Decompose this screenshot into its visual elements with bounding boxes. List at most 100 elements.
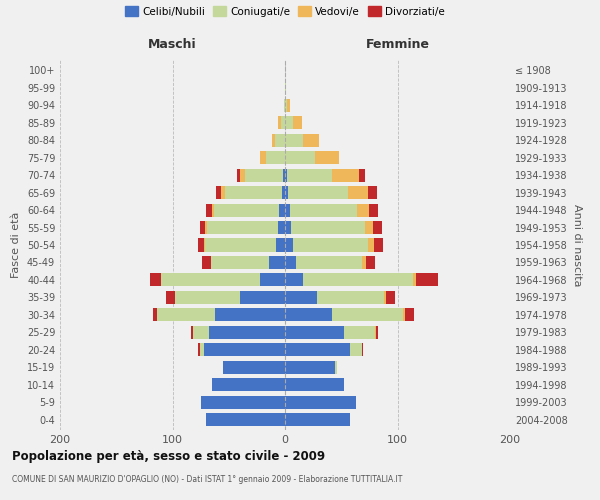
Bar: [285, 256, 296, 269]
Bar: [290, 221, 365, 234]
Bar: [161, 274, 260, 286]
Bar: [199, 221, 205, 234]
Text: COMUNE DI SAN MAURIZIO D'OPAGLIO (NO) - Dati ISTAT 1° gennaio 2009 - Elaborazion: COMUNE DI SAN MAURIZIO D'OPAGLIO (NO) - …: [12, 475, 403, 484]
Bar: [384, 291, 386, 304]
Bar: [209, 326, 285, 339]
Bar: [365, 221, 373, 234]
Bar: [413, 274, 415, 286]
Text: Popolazione per età, sesso e stato civile - 2009: Popolazione per età, sesso e stato civil…: [12, 450, 325, 463]
Bar: [285, 151, 316, 164]
Bar: [285, 238, 293, 252]
Bar: [269, 256, 285, 269]
Bar: [374, 238, 383, 252]
Bar: [211, 256, 269, 269]
Bar: [375, 326, 376, 339]
Bar: [200, 396, 285, 408]
Bar: [285, 360, 335, 374]
Bar: [335, 360, 337, 374]
Bar: [332, 308, 403, 322]
Bar: [285, 343, 350, 356]
Bar: [221, 186, 226, 199]
Bar: [287, 168, 332, 181]
Bar: [285, 308, 332, 322]
Bar: [280, 204, 285, 216]
Bar: [276, 238, 285, 252]
Bar: [212, 204, 214, 216]
Bar: [215, 308, 285, 322]
Legend: Celibi/Nubili, Coniugati/e, Vedovi/e, Divorziati/e: Celibi/Nubili, Coniugati/e, Vedovi/e, Di…: [121, 2, 449, 21]
Bar: [366, 256, 375, 269]
Bar: [204, 343, 285, 356]
Bar: [281, 186, 285, 199]
Bar: [293, 116, 302, 130]
Bar: [303, 274, 413, 286]
Bar: [223, 360, 285, 374]
Bar: [281, 116, 285, 130]
Bar: [205, 238, 276, 252]
Bar: [376, 326, 379, 339]
Bar: [368, 238, 374, 252]
Bar: [361, 256, 366, 269]
Bar: [361, 343, 362, 356]
Bar: [214, 204, 280, 216]
Bar: [332, 168, 359, 181]
Bar: [285, 168, 287, 181]
Bar: [285, 326, 343, 339]
Bar: [217, 186, 221, 199]
Bar: [285, 291, 317, 304]
Bar: [240, 168, 245, 181]
Bar: [285, 116, 293, 130]
Bar: [348, 186, 368, 199]
Bar: [193, 326, 209, 339]
Bar: [212, 378, 285, 391]
Bar: [293, 238, 368, 252]
Bar: [343, 326, 375, 339]
Bar: [285, 134, 303, 147]
Bar: [285, 413, 350, 426]
Bar: [202, 256, 211, 269]
Text: Femmine: Femmine: [365, 38, 430, 52]
Bar: [204, 238, 205, 252]
Bar: [275, 134, 285, 147]
Bar: [157, 308, 215, 322]
Bar: [350, 343, 361, 356]
Bar: [285, 396, 356, 408]
Bar: [403, 308, 406, 322]
Bar: [266, 151, 285, 164]
Bar: [317, 291, 384, 304]
Y-axis label: Fasce di età: Fasce di età: [11, 212, 21, 278]
Bar: [285, 378, 343, 391]
Bar: [226, 186, 281, 199]
Bar: [206, 204, 212, 216]
Bar: [287, 99, 290, 112]
Bar: [285, 99, 287, 112]
Bar: [316, 151, 339, 164]
Bar: [283, 168, 285, 181]
Bar: [373, 221, 382, 234]
Bar: [175, 291, 240, 304]
Bar: [199, 343, 204, 356]
Bar: [260, 274, 285, 286]
Bar: [415, 274, 438, 286]
Bar: [303, 134, 319, 147]
Bar: [271, 134, 275, 147]
Bar: [386, 291, 395, 304]
Bar: [240, 291, 285, 304]
Bar: [208, 221, 278, 234]
Bar: [290, 204, 357, 216]
Bar: [357, 204, 370, 216]
Bar: [278, 116, 281, 130]
Y-axis label: Anni di nascita: Anni di nascita: [571, 204, 581, 286]
Bar: [370, 204, 379, 216]
Bar: [206, 413, 285, 426]
Bar: [236, 168, 240, 181]
Bar: [368, 186, 377, 199]
Bar: [359, 168, 365, 181]
Bar: [199, 238, 204, 252]
Bar: [285, 221, 290, 234]
Bar: [289, 186, 348, 199]
Bar: [154, 308, 157, 322]
Bar: [285, 82, 286, 94]
Bar: [205, 221, 208, 234]
Bar: [285, 274, 303, 286]
